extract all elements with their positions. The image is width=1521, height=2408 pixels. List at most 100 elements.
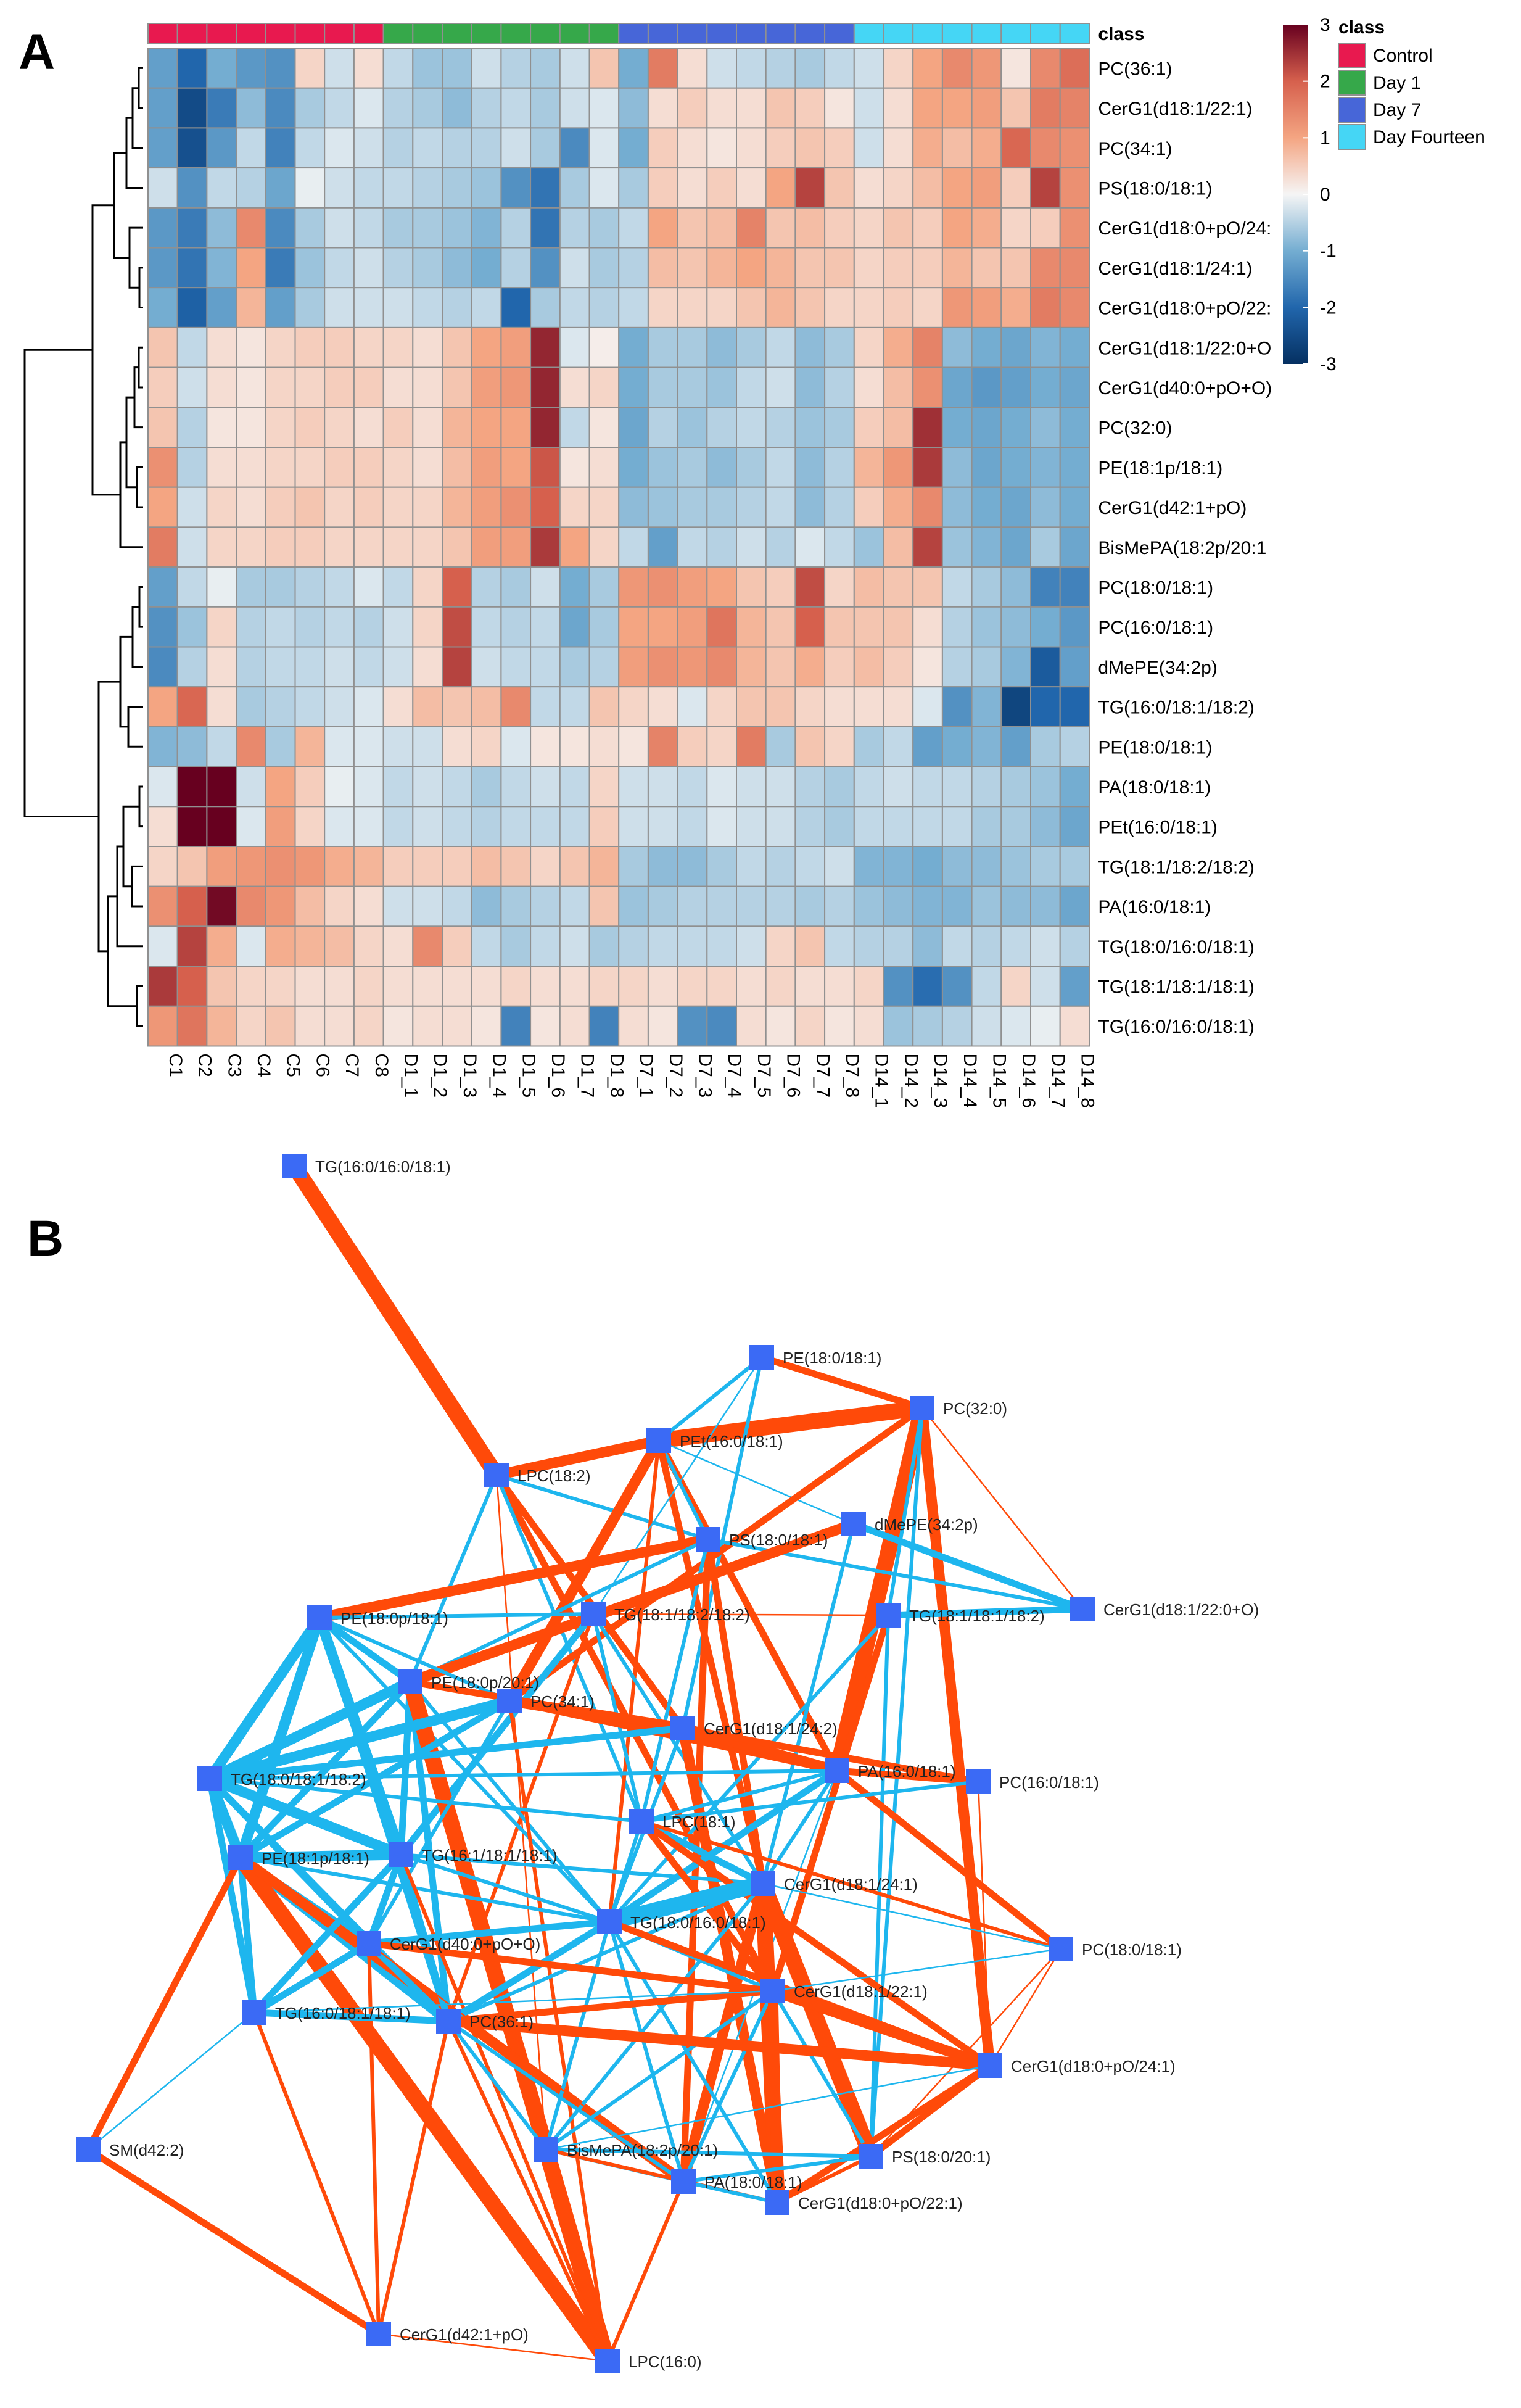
- heatmap-cell: [853, 925, 884, 967]
- network-node: [307, 1605, 332, 1630]
- heatmap-cell: [442, 606, 472, 648]
- heatmap-cell: [265, 646, 296, 688]
- heatmap-cell: [971, 925, 1002, 967]
- heatmap-cell: [706, 407, 738, 448]
- heatmap-cell: [588, 447, 620, 488]
- heatmap-cell: [736, 87, 767, 129]
- heatmap-cell: [176, 127, 208, 169]
- heatmap-cell: [736, 686, 767, 727]
- column-label: D7_8: [842, 1054, 862, 1098]
- heatmap-cell: [588, 686, 620, 727]
- heatmap-cell: [736, 287, 767, 328]
- heatmap-cell: [294, 846, 326, 887]
- heatmap-cell: [324, 87, 355, 129]
- heatmap-cell: [1030, 526, 1061, 568]
- network-edge: [207, 1774, 403, 1860]
- heatmap-cell: [412, 606, 443, 648]
- heatmap-cell: [442, 1005, 472, 1047]
- heatmap-cell: [176, 486, 208, 528]
- heatmap-cell: [265, 885, 296, 927]
- column-label: D7_5: [754, 1054, 774, 1098]
- dendrogram-branch: [138, 67, 143, 109]
- column-label: C8: [371, 1054, 392, 1077]
- heatmap-cell: [147, 407, 178, 448]
- network-edge: [886, 1407, 924, 1616]
- heatmap-cell: [1000, 87, 1032, 129]
- heatmap-cell: [559, 326, 590, 368]
- heatmap-cell: [736, 925, 767, 967]
- heatmap-cell: [147, 48, 178, 89]
- heatmap-cell: [853, 885, 884, 927]
- heatmap-cell: [382, 966, 414, 1007]
- heatmap-cell: [382, 447, 414, 488]
- heatmap-cell: [941, 606, 973, 648]
- heatmap-cell: [559, 87, 590, 129]
- row-label: CerG1(d18:0+pO/22:: [1098, 299, 1271, 319]
- network-node-label: PC(34:1): [530, 1692, 595, 1711]
- heatmap-cell: [265, 766, 296, 808]
- heatmap-cell: [824, 1005, 855, 1047]
- network-node: [825, 1758, 849, 1783]
- heatmap-cell: [206, 287, 237, 328]
- heatmap-cell: [500, 885, 532, 927]
- heatmap-cell: [618, 247, 649, 289]
- heatmap-cell: [176, 925, 208, 967]
- heatmap-cell: [353, 87, 384, 129]
- network-edge: [238, 1679, 413, 1860]
- column-label: D1_2: [430, 1054, 450, 1098]
- heatmap-cell: [647, 806, 678, 848]
- heatmap-cell: [382, 87, 414, 129]
- heatmap-cell: [265, 686, 296, 727]
- heatmap-cell: [853, 606, 884, 648]
- heatmap-cell: [412, 846, 443, 887]
- heatmap-cell: [941, 407, 973, 448]
- heatmap-cell: [765, 407, 796, 448]
- heatmap-cell: [1059, 646, 1090, 688]
- heatmap-cell: [588, 366, 620, 408]
- heatmap-cell: [471, 207, 502, 249]
- heatmap-cell: [677, 167, 708, 209]
- heatmap-cell: [912, 247, 943, 289]
- class-track-cell: [618, 23, 649, 44]
- network-node-label: PC(18:0/18:1): [1082, 1940, 1182, 1959]
- network-edge: [657, 1400, 923, 1449]
- heatmap-cell: [794, 167, 826, 209]
- heatmap-cell: [442, 326, 472, 368]
- network-node-label: TG(16:0/18:1/18:1): [275, 2004, 411, 2022]
- network-edge: [608, 1921, 685, 2182]
- heatmap-cell: [1030, 1005, 1061, 1047]
- heatmap-cell: [324, 207, 355, 249]
- heatmap-cell: [677, 407, 708, 448]
- heatmap-cell: [265, 1005, 296, 1047]
- class-track-cell: [236, 23, 266, 44]
- heatmap-cell: [176, 366, 208, 408]
- heatmap-cell: [1000, 48, 1032, 89]
- heatmap-cell: [530, 48, 561, 89]
- dendrogram-branch: [107, 895, 137, 1007]
- heatmap-cell: [353, 287, 384, 328]
- heatmap-cell: [794, 846, 826, 887]
- row-label: PE(18:0/18:1): [1098, 737, 1212, 758]
- heatmap-cell: [530, 127, 561, 169]
- color-scale-tick-label: 1: [1320, 128, 1330, 148]
- heatmap-cell: [265, 925, 296, 967]
- heatmap-cell: [559, 846, 590, 887]
- heatmap-cell: [206, 766, 237, 808]
- network-node-label: CerG1(d18:1/24:1): [784, 1875, 918, 1893]
- network-node: [859, 2144, 883, 2169]
- network-edge: [398, 1612, 596, 1857]
- heatmap-cell: [147, 806, 178, 848]
- heatmap-cell: [647, 925, 678, 967]
- heatmap-cell: [382, 846, 414, 887]
- heatmap-cell: [1059, 806, 1090, 848]
- heatmap-cell: [824, 167, 855, 209]
- heatmap-cell: [794, 207, 826, 249]
- heatmap-cell: [442, 207, 472, 249]
- column-label: D7_2: [666, 1054, 686, 1098]
- heatmap-cell: [1000, 846, 1032, 887]
- heatmap-cell: [1059, 207, 1090, 249]
- heatmap-cell: [412, 407, 443, 448]
- heatmap-cell: [677, 885, 708, 927]
- heatmap-cell: [530, 686, 561, 727]
- heatmap-cell: [647, 885, 678, 927]
